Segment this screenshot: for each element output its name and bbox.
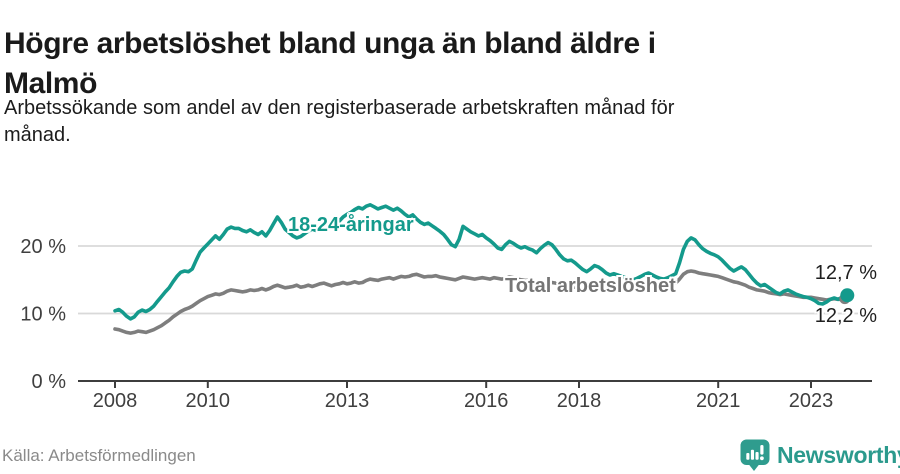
y-tick-label-0: 0 % (32, 371, 67, 393)
newsworthy-chart-bubble-icon (740, 439, 770, 471)
series-end-dot-1 (840, 288, 855, 303)
title-line-2: Malmö (4, 67, 98, 101)
source-note: Källa: Arbetsförmedlingen (2, 446, 196, 465)
x-tick-label-2008: 2008 (93, 390, 138, 412)
series-line-0 (113, 269, 848, 335)
series-label-young: 18-24-åringar (288, 214, 414, 236)
series-line-1 (113, 202, 848, 321)
x-tick-label-2021: 2021 (696, 390, 741, 412)
page-title: Högre arbetslöshet bland unga än bland ä… (4, 24, 864, 104)
newsworthy-brand: Newsworthy (740, 438, 900, 472)
y-tick-label-20: 20 % (20, 236, 66, 258)
x-tick-label-2018: 2018 (557, 390, 602, 412)
subtitle-line-2: månad. (4, 124, 71, 146)
x-tick-label-2016: 2016 (464, 390, 509, 412)
x-tick-label-2023: 2023 (789, 390, 834, 412)
y-tick-label-10: 10 % (20, 304, 66, 326)
series-label-total: Total arbetslöshet (505, 275, 676, 297)
subtitle-line-1: Arbetssökande som andel av den registerb… (4, 97, 675, 119)
chart-canvas: 2008 2010 2013 2016 2018 2021 2023 0 % 10 % 20 % (20, 202, 872, 412)
end-value-label-total: 12,2 % (814, 305, 877, 327)
end-value-label-young: 12,7 % (814, 262, 877, 284)
newsworthy-brand-name: Newsworthy (777, 441, 900, 468)
chart-subtitle: Arbetssökande som andel av den registerb… (4, 95, 884, 149)
title-line-1: Högre arbetslöshet bland unga än bland ä… (4, 27, 656, 61)
x-tick-label-2010: 2010 (186, 390, 231, 412)
x-tick-label-2013: 2013 (325, 390, 370, 412)
unemployment-line-chart: 2008 2010 2013 2016 2018 2021 2023 0 % 10 % 20 % (0, 185, 900, 420)
